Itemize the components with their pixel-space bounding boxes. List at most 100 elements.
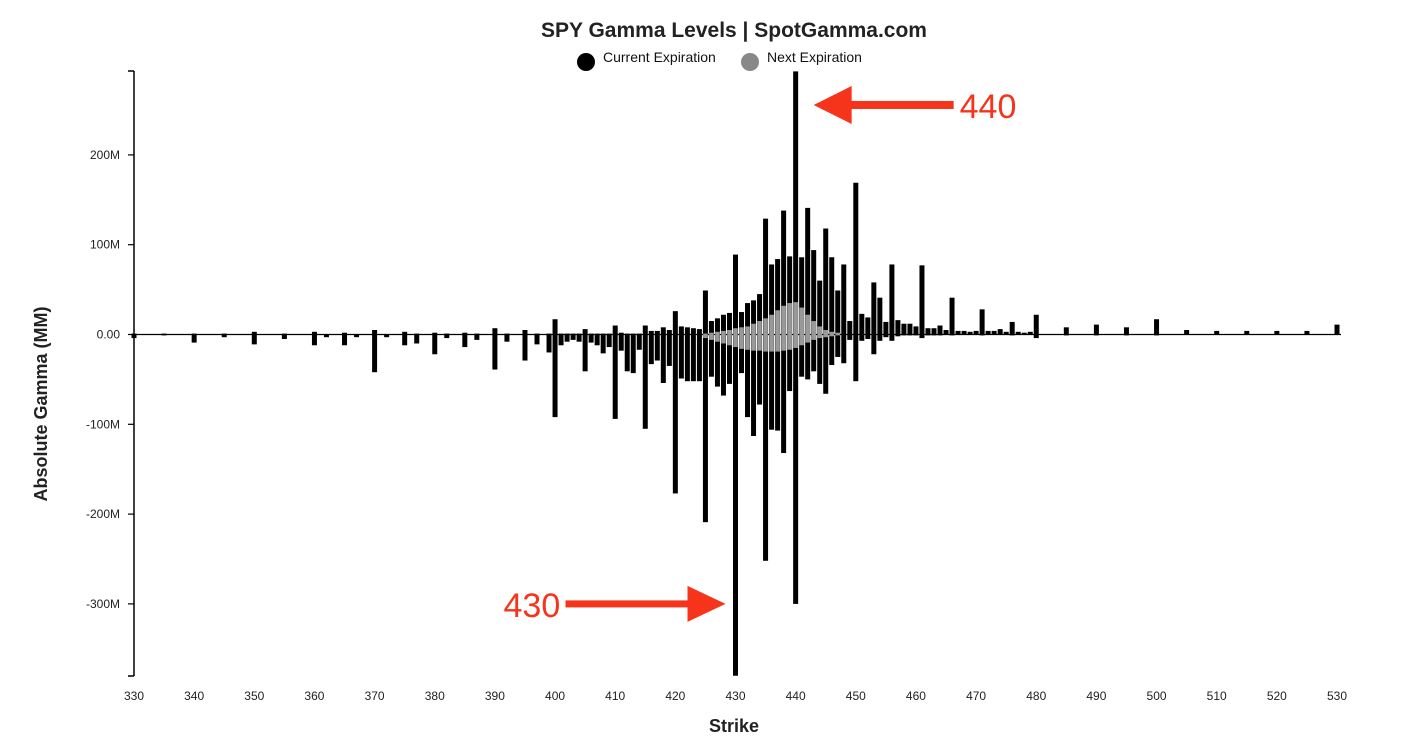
current-expiration-bar-negative bbox=[1154, 334, 1160, 336]
current-expiration-bar-positive bbox=[859, 313, 865, 335]
current-expiration-bar-positive bbox=[979, 309, 985, 335]
current-expiration-bar-negative bbox=[733, 334, 738, 676]
current-expiration-bar-positive bbox=[564, 333, 570, 335]
annotation-arrow-shaft bbox=[565, 600, 690, 608]
current-expiration-bar-positive bbox=[1154, 319, 1160, 335]
annotation-arrow-shaft bbox=[847, 100, 954, 109]
next-expiration-bar-positive bbox=[835, 332, 841, 335]
next-expiration-bar-negative bbox=[715, 334, 720, 342]
current-expiration-bar-positive bbox=[1015, 331, 1021, 335]
current-expiration-bar-positive bbox=[690, 328, 696, 335]
y-tick-label: -300M bbox=[86, 597, 120, 611]
current-expiration-bar-positive bbox=[829, 257, 835, 335]
next-expiration-bar-negative bbox=[829, 334, 835, 337]
current-expiration-bar-negative bbox=[678, 334, 684, 379]
current-expiration-bar-negative bbox=[979, 334, 985, 336]
current-expiration-bar-negative bbox=[342, 334, 348, 346]
next-expiration-bar-negative bbox=[787, 334, 792, 350]
next-expiration-bar-negative bbox=[763, 334, 768, 352]
x-axis-title: Strike bbox=[709, 716, 759, 736]
current-expiration-bar-positive bbox=[1009, 321, 1015, 335]
x-tick-label: 510 bbox=[1207, 689, 1227, 703]
next-expiration-bar-negative bbox=[793, 334, 798, 348]
y-tick-label: 200M bbox=[90, 148, 120, 162]
next-expiration-bar-positive bbox=[829, 331, 835, 335]
current-expiration-bar-positive bbox=[414, 333, 420, 335]
current-expiration-bar-positive bbox=[1021, 332, 1027, 335]
current-expiration-bar-positive bbox=[558, 333, 564, 335]
current-expiration-bar-positive bbox=[618, 332, 624, 335]
current-expiration-bar-positive bbox=[594, 333, 600, 335]
current-expiration-bar-positive bbox=[654, 330, 660, 335]
current-expiration-bar-positive bbox=[883, 321, 889, 335]
current-expiration-bar-positive bbox=[630, 333, 636, 335]
current-expiration-bar-negative bbox=[883, 334, 889, 338]
next-expiration-bar-negative bbox=[769, 334, 774, 352]
current-expiration-bar-positive bbox=[907, 323, 913, 335]
current-expiration-bar-positive bbox=[576, 333, 582, 335]
current-expiration-bar-positive bbox=[678, 326, 684, 335]
current-expiration-bar-positive bbox=[739, 312, 745, 335]
annotation-arrow-head bbox=[687, 585, 726, 622]
current-expiration-bar-negative bbox=[402, 334, 408, 346]
x-tick-label: 440 bbox=[786, 689, 806, 703]
current-expiration-bar-positive bbox=[901, 323, 907, 335]
current-expiration-bar-negative bbox=[901, 334, 907, 336]
current-expiration-bar-positive bbox=[763, 218, 769, 335]
current-expiration-bar-negative bbox=[720, 334, 726, 396]
current-expiration-bar-negative bbox=[1123, 334, 1129, 336]
current-expiration-bar-positive bbox=[931, 328, 937, 335]
next-expiration-bar-positive bbox=[805, 314, 810, 335]
current-expiration-bar-negative bbox=[546, 334, 552, 353]
current-expiration-bar-positive bbox=[582, 329, 588, 335]
next-expiration-bar-negative bbox=[745, 334, 750, 350]
current-expiration-bar-negative bbox=[594, 334, 600, 346]
annotations: 440 430 bbox=[504, 85, 1016, 625]
next-expiration-bar-positive bbox=[751, 323, 756, 335]
next-expiration-bar-negative bbox=[709, 334, 714, 340]
current-expiration-bar-negative bbox=[847, 334, 853, 340]
current-expiration-bar-positive bbox=[342, 332, 348, 335]
current-expiration-bar-negative bbox=[492, 334, 498, 370]
next-expiration-bar-negative bbox=[775, 334, 780, 352]
current-expiration-bar-positive bbox=[660, 327, 666, 335]
next-expiration-bar-positive bbox=[703, 333, 708, 335]
next-expiration-bar-positive bbox=[721, 330, 726, 335]
current-expiration-bar-negative bbox=[474, 334, 480, 340]
current-expiration-bar-negative bbox=[823, 334, 829, 394]
next-expiration-bar-negative bbox=[739, 334, 744, 349]
current-expiration-bar-negative bbox=[666, 334, 672, 366]
current-expiration-bar-positive bbox=[1003, 331, 1009, 335]
current-expiration-bar-negative bbox=[913, 334, 919, 336]
next-expiration-bar-positive bbox=[745, 326, 750, 335]
current-expiration-bar-negative bbox=[690, 334, 696, 382]
legend-label-next: Next Expiration bbox=[767, 49, 862, 65]
current-expiration-bar-negative bbox=[660, 334, 666, 383]
current-expiration-bar-positive bbox=[991, 330, 997, 335]
current-expiration-bar-positive bbox=[1123, 327, 1129, 335]
current-expiration-bar-positive bbox=[720, 314, 726, 335]
current-expiration-bar-negative bbox=[636, 334, 642, 350]
current-expiration-bar-positive bbox=[823, 228, 829, 335]
current-expiration-bar-negative bbox=[781, 334, 787, 454]
current-expiration-bar-positive bbox=[708, 321, 714, 335]
current-expiration-bar-positive bbox=[919, 265, 925, 335]
current-expiration-bar-positive bbox=[672, 311, 678, 335]
current-expiration-bar-negative bbox=[606, 334, 612, 348]
current-expiration-bar-positive bbox=[967, 331, 973, 335]
next-expiration-bar-positive bbox=[787, 303, 792, 335]
legend-label-current: Current Expiration bbox=[603, 49, 716, 65]
current-expiration-bar-positive bbox=[666, 330, 672, 335]
current-expiration-bar-positive bbox=[745, 303, 751, 335]
next-expiration-bar-positive bbox=[769, 314, 774, 335]
current-expiration-bar-negative bbox=[251, 334, 257, 345]
current-expiration-bar-positive bbox=[714, 318, 720, 335]
current-expiration-bar-negative bbox=[841, 334, 847, 364]
current-expiration-bar-positive bbox=[943, 330, 949, 335]
current-expiration-bar-negative bbox=[702, 334, 708, 523]
x-tick-label: 400 bbox=[545, 689, 565, 703]
current-expiration-bar-negative bbox=[757, 334, 763, 405]
current-expiration-bar-negative bbox=[1063, 334, 1069, 336]
x-axis: 330 340 350 360 370 380 390 400 410 420 430 440 450 4… bbox=[124, 325, 1347, 703]
